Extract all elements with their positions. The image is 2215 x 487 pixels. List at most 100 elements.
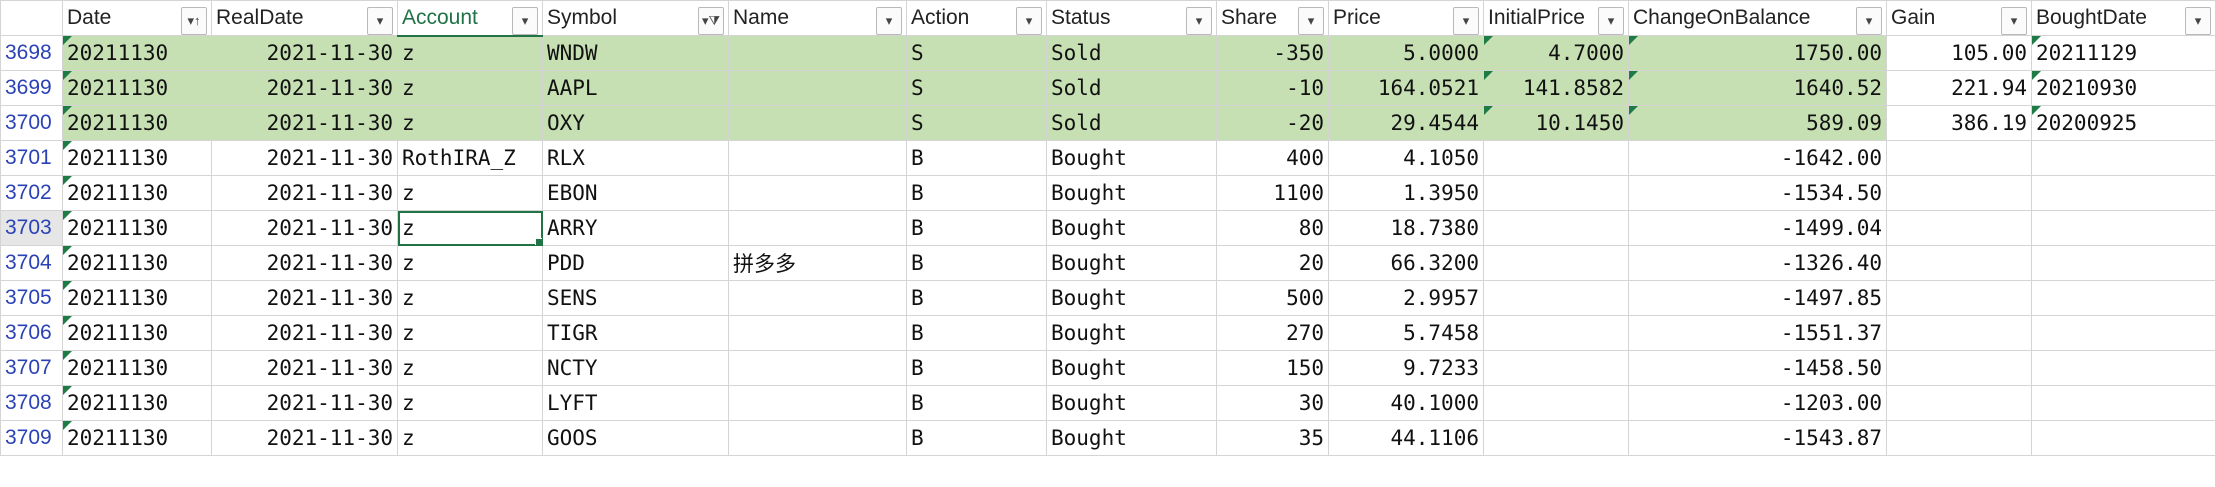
cell-share[interactable]: 35 [1216,420,1329,456]
cell-gain[interactable] [1886,245,2032,281]
cell-realdate[interactable]: 2021-11-30 [211,315,398,351]
cell-changeonbalance[interactable]: -1458.50 [1628,350,1887,386]
select-all-corner[interactable] [0,0,63,36]
column-header-account[interactable]: Account ▾ [397,0,543,37]
cell-initialprice[interactable] [1483,210,1629,246]
cell-date[interactable]: 20211130 [62,280,212,316]
row-number[interactable]: 3703 [0,210,63,246]
row-number[interactable]: 3702 [0,175,63,211]
row-number[interactable]: 3698 [0,35,63,71]
cell-price[interactable]: 44.1106 [1328,420,1484,456]
cell-date[interactable]: 20211130 [62,420,212,456]
cell-initialprice[interactable] [1483,315,1629,351]
cell-name[interactable] [728,420,907,456]
cell-price[interactable]: 40.1000 [1328,385,1484,421]
cell-share[interactable]: 400 [1216,140,1329,176]
cell-name[interactable] [728,105,907,141]
cell-action[interactable]: B [906,385,1047,421]
cell-share[interactable]: -350 [1216,35,1329,71]
cell-symbol[interactable]: PDD [542,245,729,281]
cell-realdate[interactable]: 2021-11-30 [211,385,398,421]
cell-initialprice[interactable] [1483,245,1629,281]
cell-share[interactable]: 150 [1216,350,1329,386]
cell-gain[interactable] [1886,140,2032,176]
cell-price[interactable]: 5.0000 [1328,35,1484,71]
cell-account[interactable]: z [397,70,543,106]
cell-boughtdate[interactable] [2031,350,2215,386]
cell-status[interactable]: Sold [1046,70,1217,106]
dropdown-icon[interactable]: ▾ [1016,7,1042,35]
cell-initialprice[interactable] [1483,385,1629,421]
cell-status[interactable]: Bought [1046,210,1217,246]
cell-realdate[interactable]: 2021-11-30 [211,245,398,281]
row-number[interactable]: 3701 [0,140,63,176]
cell-boughtdate[interactable] [2031,245,2215,281]
cell-price[interactable]: 2.9957 [1328,280,1484,316]
cell-gain[interactable]: 386.19 [1886,105,2032,141]
cell-date[interactable]: 20211130 [62,210,212,246]
cell-changeonbalance[interactable]: -1326.40 [1628,245,1887,281]
cell-action[interactable]: S [906,105,1047,141]
cell-symbol[interactable]: TIGR [542,315,729,351]
cell-date[interactable]: 20211130 [62,350,212,386]
cell-date[interactable]: 20211130 [62,140,212,176]
cell-realdate[interactable]: 2021-11-30 [211,280,398,316]
row-number[interactable]: 3708 [0,385,63,421]
cell-share[interactable]: 270 [1216,315,1329,351]
column-header-name[interactable]: Name ▾ [728,0,907,36]
cell-status[interactable]: Bought [1046,175,1217,211]
column-header-status[interactable]: Status ▾ [1046,0,1217,36]
fill-handle[interactable] [535,238,542,245]
row-number[interactable]: 3709 [0,420,63,456]
row-number[interactable]: 3707 [0,350,63,386]
cell-boughtdate[interactable] [2031,315,2215,351]
dropdown-icon[interactable]: ▾ [367,7,393,35]
cell-price[interactable]: 5.7458 [1328,315,1484,351]
row-number[interactable]: 3699 [0,70,63,106]
cell-action[interactable]: B [906,350,1047,386]
cell-name[interactable] [728,70,907,106]
cell-symbol[interactable]: OXY [542,105,729,141]
row-number[interactable]: 3705 [0,280,63,316]
cell-account[interactable]: z [397,315,543,351]
cell-name[interactable] [728,210,907,246]
cell-symbol[interactable]: NCTY [542,350,729,386]
cell-share[interactable]: 1100 [1216,175,1329,211]
cell-name[interactable] [728,140,907,176]
cell-initialprice[interactable] [1483,350,1629,386]
cell-status[interactable]: Sold [1046,105,1217,141]
cell-action[interactable]: S [906,70,1047,106]
cell-account[interactable]: z [397,385,543,421]
cell-name[interactable] [728,385,907,421]
dropdown-icon[interactable]: ▾ [512,7,538,34]
cell-account[interactable]: z [397,280,543,316]
cell-boughtdate[interactable] [2031,175,2215,211]
cell-action[interactable]: S [906,35,1047,71]
cell-initialprice[interactable] [1483,280,1629,316]
column-header-initialprice[interactable]: InitialPrice ▾ [1483,0,1629,36]
cell-boughtdate[interactable] [2031,140,2215,176]
cell-price[interactable]: 66.3200 [1328,245,1484,281]
cell-name[interactable] [728,280,907,316]
cell-changeonbalance[interactable]: 589.09 [1628,105,1887,141]
filter-funnel-icon[interactable]: ▾⧩ [698,7,724,35]
cell-boughtdate[interactable]: 20200925 [2031,105,2215,141]
cell-action[interactable]: B [906,420,1047,456]
row-number[interactable]: 3704 [0,245,63,281]
cell-initialprice[interactable]: 4.7000 [1483,35,1629,71]
cell-account[interactable]: z [397,210,543,246]
cell-changeonbalance[interactable]: -1551.37 [1628,315,1887,351]
cell-initialprice[interactable] [1483,420,1629,456]
cell-symbol[interactable]: AAPL [542,70,729,106]
cell-action[interactable]: B [906,315,1047,351]
cell-symbol[interactable]: ARRY [542,210,729,246]
cell-symbol[interactable]: EBON [542,175,729,211]
cell-initialprice[interactable] [1483,175,1629,211]
column-header-changeonbalance[interactable]: ChangeOnBalance ▾ [1628,0,1887,36]
cell-status[interactable]: Bought [1046,420,1217,456]
cell-share[interactable]: 30 [1216,385,1329,421]
cell-share[interactable]: 20 [1216,245,1329,281]
column-header-gain[interactable]: Gain ▾ [1886,0,2032,36]
cell-initialprice[interactable]: 141.8582 [1483,70,1629,106]
